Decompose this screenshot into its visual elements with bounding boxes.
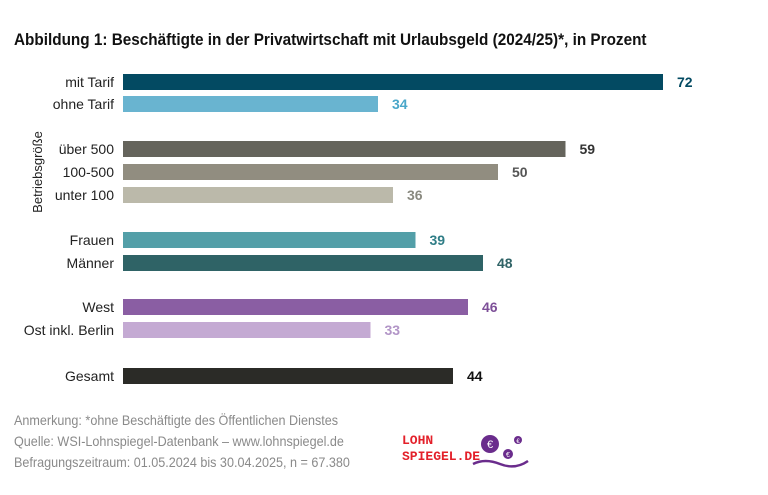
- bar: [123, 255, 483, 271]
- value-label: 39: [430, 232, 446, 248]
- svg-text:€: €: [516, 439, 520, 445]
- group-label: Betriebsgröße: [30, 131, 45, 213]
- bar: [123, 232, 416, 248]
- category-label: Ost inkl. Berlin: [24, 322, 114, 338]
- svg-text:€: €: [487, 439, 493, 451]
- bar: [123, 96, 378, 112]
- bar: [123, 141, 566, 157]
- value-label: 33: [385, 322, 401, 338]
- category-label: unter 100: [55, 187, 114, 203]
- value-label: 59: [580, 141, 596, 157]
- bar: [123, 74, 663, 90]
- note-remark: Anmerkung: *ohne Beschäftigte des Öffent…: [14, 412, 339, 428]
- category-label: 100-500: [63, 164, 115, 180]
- category-label: ohne Tarif: [53, 96, 114, 112]
- value-label: 34: [392, 96, 408, 112]
- bar: [123, 164, 498, 180]
- value-label: 44: [467, 368, 483, 384]
- value-label: 50: [512, 164, 528, 180]
- bar: [123, 187, 393, 203]
- bar-chart: mit Tarif 72 ohne Tarif 34 über 500 59 100-500…: [24, 74, 693, 384]
- svg-text:€: €: [506, 452, 510, 459]
- category-label: Frauen: [70, 232, 114, 248]
- svg-text:SPIEGEL.DE: SPIEGEL.DE: [402, 449, 480, 464]
- value-label: 46: [482, 299, 498, 315]
- chart-title: Abbildung 1: Beschäftigte in der Privatw…: [14, 30, 647, 49]
- bar: [123, 368, 453, 384]
- note-period: Befragungszeitraum: 01.05.2024 bis 30.04…: [14, 454, 350, 470]
- value-label: 72: [677, 74, 693, 90]
- lohnspiegel-logo: LOHN SPIEGEL.DE € € €: [402, 433, 529, 468]
- category-label: Männer: [67, 255, 115, 271]
- note-source: Quelle: WSI-Lohnspiegel-Datenbank – www.…: [14, 433, 344, 449]
- category-label: über 500: [59, 141, 114, 157]
- bar: [123, 322, 371, 338]
- bar: [123, 299, 468, 315]
- value-label: 36: [407, 187, 423, 203]
- category-label: mit Tarif: [65, 74, 114, 90]
- svg-text:LOHN: LOHN: [402, 433, 433, 448]
- category-label: Gesamt: [65, 368, 114, 384]
- category-label: West: [82, 299, 114, 315]
- value-label: 48: [497, 255, 513, 271]
